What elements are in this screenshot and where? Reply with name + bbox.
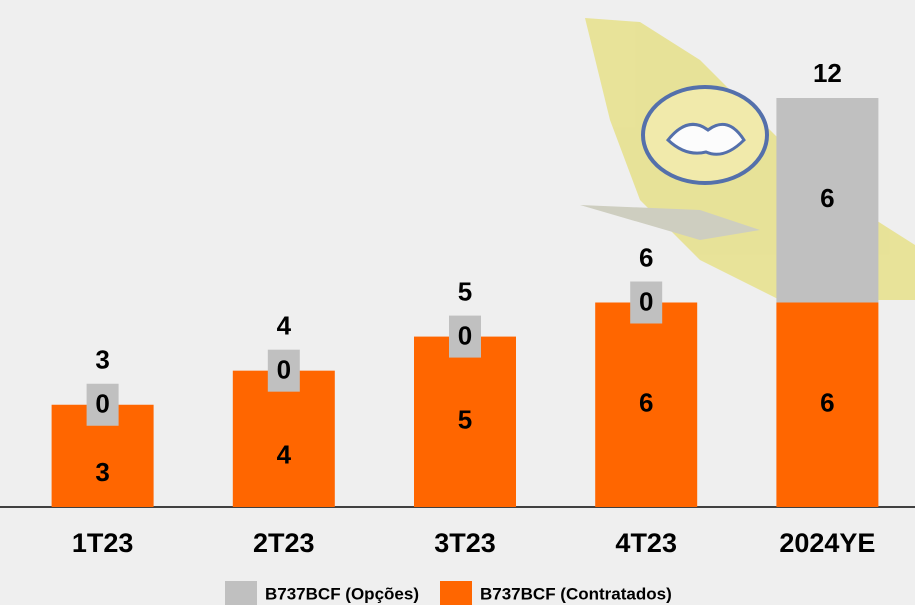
bar-segment — [776, 98, 879, 303]
x-tick-label: 1T23 — [72, 528, 134, 558]
value-label: 0 — [639, 286, 653, 316]
x-tick-label: 2T23 — [253, 528, 315, 558]
total-label: 12 — [813, 58, 842, 88]
value-label: 6 — [820, 183, 834, 213]
legend-label: B737BCF (Opções) — [265, 584, 419, 603]
value-label: 6 — [639, 388, 653, 418]
value-label: 4 — [277, 440, 292, 470]
bar-segment — [414, 336, 516, 507]
legend-swatch — [440, 581, 472, 605]
total-label: 3 — [95, 345, 109, 375]
bar-segment — [776, 302, 879, 507]
bar-segment — [449, 315, 481, 358]
legend-label: B737BCF (Contratados) — [480, 584, 672, 603]
bar-segment — [267, 349, 300, 392]
x-tick-label: 2024YE — [779, 528, 875, 558]
x-tick-label: 4T23 — [615, 528, 677, 558]
legend-swatch — [225, 581, 257, 605]
total-label: 4 — [277, 311, 292, 341]
value-label: 6 — [820, 388, 834, 418]
value-label: 0 — [95, 389, 109, 419]
value-label: 0 — [277, 355, 291, 385]
bar-segment — [630, 281, 663, 324]
value-label: 5 — [458, 405, 472, 435]
value-label: 3 — [95, 457, 109, 487]
bar-segment — [232, 370, 335, 507]
value-label: 0 — [458, 320, 472, 350]
total-label: 5 — [458, 276, 472, 306]
x-tick-label: 3T23 — [434, 528, 496, 558]
bar-segment — [595, 302, 698, 507]
bar-segment — [86, 383, 119, 426]
total-label: 6 — [639, 242, 653, 272]
